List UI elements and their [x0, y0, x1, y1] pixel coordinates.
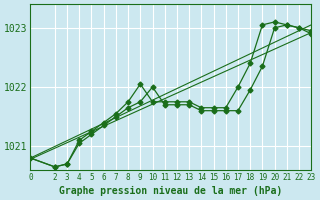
X-axis label: Graphe pression niveau de la mer (hPa): Graphe pression niveau de la mer (hPa) [59, 186, 283, 196]
